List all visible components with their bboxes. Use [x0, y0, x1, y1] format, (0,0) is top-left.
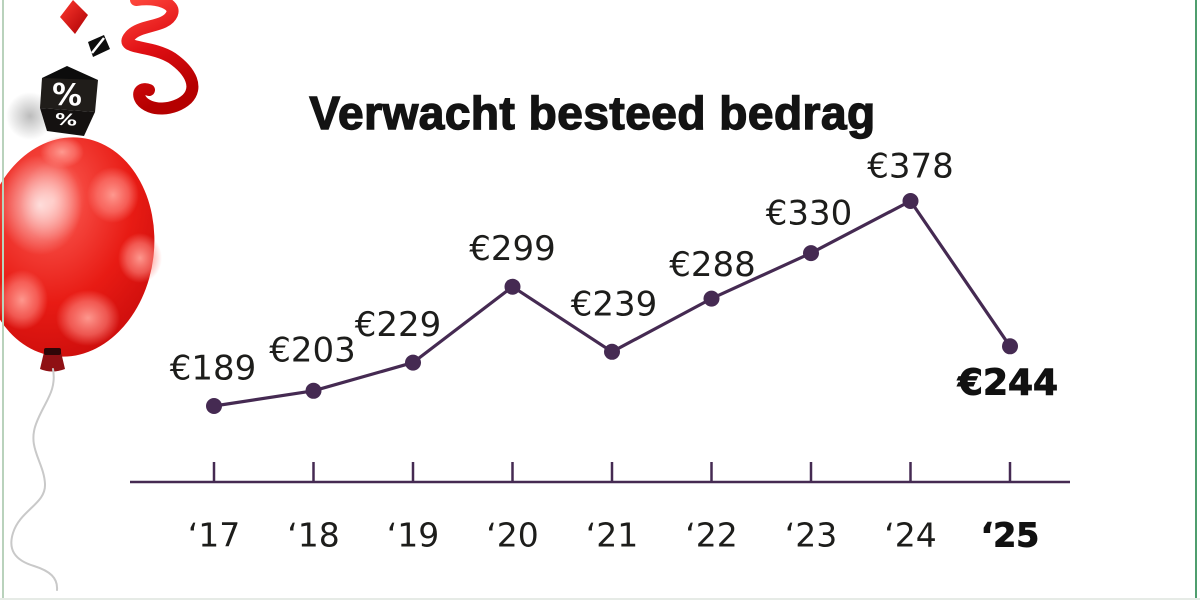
bottom-edge-accent: [0, 598, 1200, 600]
left-edge-accent: [2, 0, 4, 600]
data-point-label: €299: [469, 229, 556, 269]
data-point: [305, 382, 322, 399]
data-point-label: €203: [269, 330, 356, 370]
data-point: [504, 278, 521, 295]
data-point-label: €229: [355, 305, 442, 345]
x-axis-label: ‘24: [884, 516, 936, 555]
data-point: [206, 398, 222, 414]
party-decoration-illustration: % %: [0, 0, 199, 591]
balloon-knot: [40, 352, 65, 372]
data-point-label: €378: [867, 147, 954, 187]
data-point: [703, 290, 720, 307]
x-axis-label: ‘21: [586, 516, 638, 555]
x-axis-label: ‘17: [188, 516, 240, 555]
chart-title: Verwacht besteed bedrag: [309, 86, 876, 139]
right-edge-accent: [1195, 0, 1197, 600]
cube-percent-front: %: [51, 77, 82, 113]
x-axis-label: ‘20: [486, 516, 538, 555]
x-axis-label: ‘19: [387, 516, 439, 555]
data-point-label: €244: [957, 362, 1058, 403]
black-confetti-icon: [88, 35, 110, 57]
red-confetti-icon: [60, 0, 88, 34]
data-point: [803, 245, 819, 262]
balloon-string: [10, 368, 59, 591]
data-point: [604, 343, 620, 360]
percent-cube-icon: % %: [40, 66, 98, 136]
x-axis-label: ‘25: [981, 516, 1039, 555]
cube-percent-bottom: %: [55, 110, 78, 130]
x-axis-label: ‘23: [785, 516, 837, 555]
x-axis-label: ‘22: [685, 516, 737, 555]
data-point: [1002, 338, 1018, 355]
data-point-label: €189: [170, 349, 257, 389]
data-point: [902, 193, 919, 209]
data-point-label: €330: [766, 194, 853, 234]
x-axis-label: ‘18: [287, 516, 339, 555]
ribbon-curl-icon: [121, 0, 199, 115]
red-balloon-icon: [0, 136, 162, 372]
data-point-label: €288: [669, 245, 756, 285]
data-point: [405, 354, 421, 371]
data-point-label: €239: [571, 284, 658, 324]
